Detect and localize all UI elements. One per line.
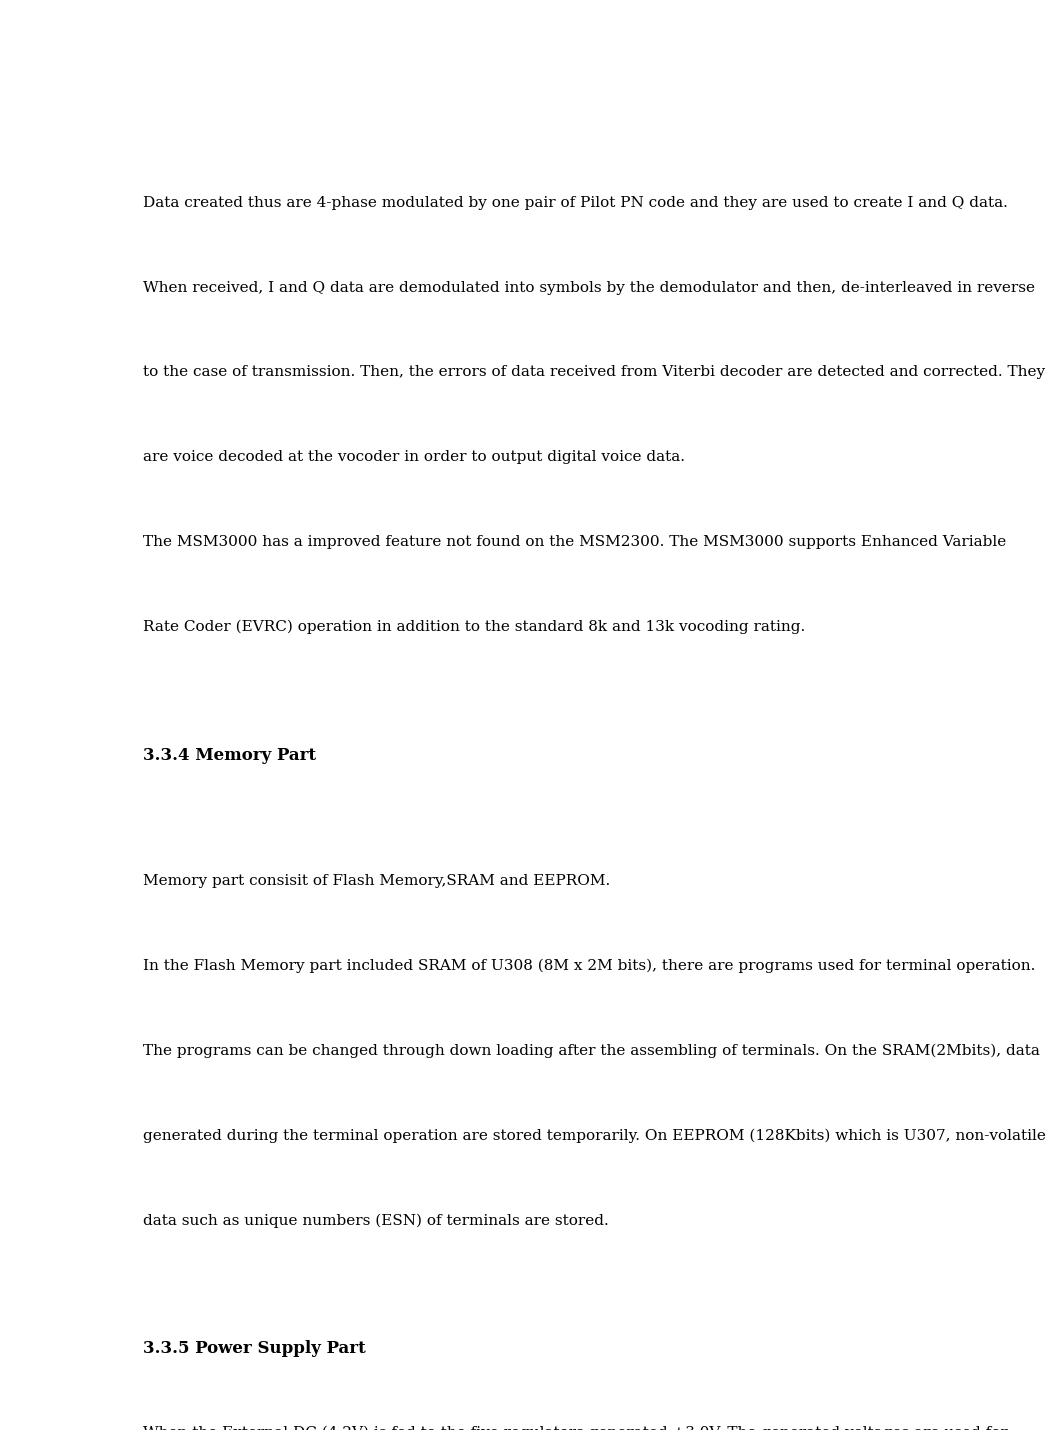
Text: When received, I and Q data are demodulated into symbols by the demodulator and : When received, I and Q data are demodula… <box>142 280 1034 295</box>
Text: 3.3.4 Memory Part: 3.3.4 Memory Part <box>142 746 316 764</box>
Text: The MSM3000 has a improved feature not found on the MSM2300. The MSM3000 support: The MSM3000 has a improved feature not f… <box>142 535 1006 549</box>
Text: The programs can be changed through down loading after the assembling of termina: The programs can be changed through down… <box>142 1044 1040 1058</box>
Text: Data created thus are 4-phase modulated by one pair of Pilot PN code and they ar: Data created thus are 4-phase modulated … <box>142 196 1008 210</box>
Text: are voice decoded at the vocoder in order to output digital voice data.: are voice decoded at the vocoder in orde… <box>142 450 685 465</box>
Text: data such as unique numbers (ESN) of terminals are stored.: data such as unique numbers (ESN) of ter… <box>142 1213 608 1227</box>
Text: In the Flash Memory part included SRAM of U308 (8M x 2M bits), there are program: In the Flash Memory part included SRAM o… <box>142 960 1035 974</box>
Text: When the External DC (4.2V) is fed to the five regulators generated +3.0V. The g: When the External DC (4.2V) is fed to th… <box>142 1426 1008 1430</box>
Text: generated during the terminal operation are stored temporarily. On EEPROM (128Kb: generated during the terminal operation … <box>142 1128 1046 1143</box>
Text: Memory part consisit of Flash Memory,SRAM and EEPROM.: Memory part consisit of Flash Memory,SRA… <box>142 874 610 888</box>
Text: to the case of transmission. Then, the errors of data received from Viterbi deco: to the case of transmission. Then, the e… <box>142 366 1045 379</box>
Text: 3.3.5 Power Supply Part: 3.3.5 Power Supply Part <box>142 1340 366 1357</box>
Text: Rate Coder (EVRC) operation in addition to the standard 8k and 13k vocoding rati: Rate Coder (EVRC) operation in addition … <box>142 619 805 633</box>
